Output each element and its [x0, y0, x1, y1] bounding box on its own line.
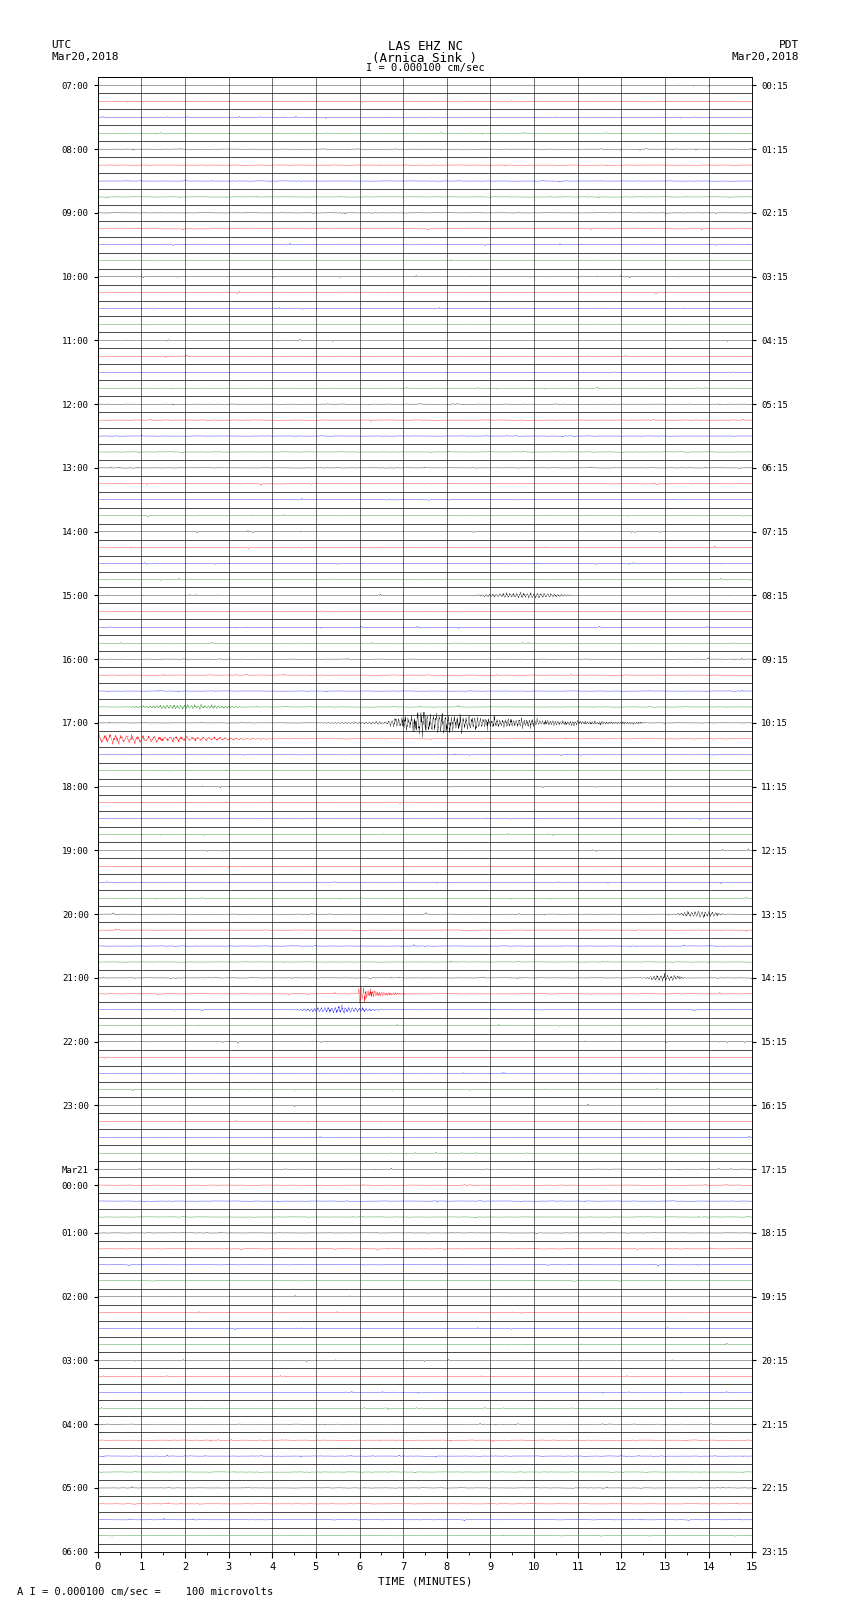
Text: LAS EHZ NC: LAS EHZ NC — [388, 39, 462, 53]
X-axis label: TIME (MINUTES): TIME (MINUTES) — [377, 1576, 473, 1586]
Text: Mar20,2018: Mar20,2018 — [732, 52, 799, 61]
Text: (Arnica Sink ): (Arnica Sink ) — [372, 52, 478, 65]
Text: UTC: UTC — [51, 39, 71, 50]
Text: PDT: PDT — [779, 39, 799, 50]
Text: I = 0.000100 cm/sec: I = 0.000100 cm/sec — [366, 63, 484, 73]
Text: A I = 0.000100 cm/sec =    100 microvolts: A I = 0.000100 cm/sec = 100 microvolts — [17, 1587, 273, 1597]
Text: Mar20,2018: Mar20,2018 — [51, 52, 118, 61]
